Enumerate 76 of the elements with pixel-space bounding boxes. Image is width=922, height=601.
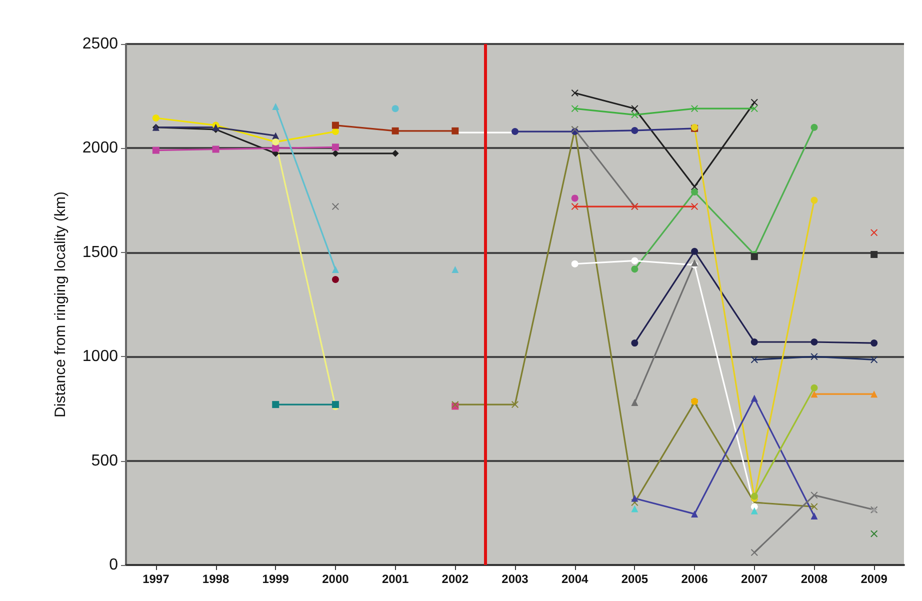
point [332, 144, 339, 151]
point [631, 494, 638, 502]
point [750, 548, 758, 556]
y-tick-label: 1500 [82, 244, 118, 261]
x-tick-label: 2001 [382, 572, 409, 586]
point [152, 146, 160, 154]
point [810, 353, 818, 360]
point [571, 260, 578, 268]
point [810, 512, 818, 520]
point [810, 503, 818, 510]
y-tick-label: 1000 [82, 348, 118, 366]
x-tick-label: 2000 [322, 572, 350, 586]
point [750, 503, 758, 510]
point [631, 340, 638, 347]
point [750, 356, 758, 364]
point [691, 510, 698, 518]
x-tick-label: 2003 [502, 572, 529, 586]
point [512, 401, 518, 408]
point [810, 124, 818, 131]
point [571, 194, 578, 202]
point [392, 105, 399, 112]
x-tick-label: 2004 [561, 572, 589, 586]
point [571, 89, 578, 96]
x-tick-label: 2006 [681, 572, 708, 586]
point [332, 122, 339, 129]
x-tick-label: 2009 [860, 572, 888, 586]
x-tick-label: 1997 [142, 572, 170, 586]
point [631, 257, 638, 264]
point [810, 384, 818, 392]
point [810, 338, 818, 346]
x-tick-label: 2007 [741, 572, 768, 586]
point [810, 196, 818, 204]
point [452, 127, 459, 134]
y-tick-label: 2000 [82, 140, 118, 157]
point [272, 401, 280, 408]
point [750, 507, 758, 514]
point [392, 150, 399, 157]
point [452, 266, 459, 273]
point [691, 105, 698, 112]
point [750, 105, 758, 112]
point [392, 127, 399, 134]
point [332, 128, 339, 136]
point [631, 111, 638, 118]
point [571, 203, 578, 210]
point [750, 394, 758, 402]
point [631, 126, 638, 134]
y-tick-label: 2500 [82, 36, 118, 52]
point [332, 203, 339, 210]
y-tick-label: 500 [91, 452, 118, 470]
point [631, 266, 638, 273]
point [512, 128, 518, 136]
x-tick-label: 2008 [800, 572, 828, 586]
x-tick-label: 1998 [202, 572, 230, 586]
point [870, 356, 878, 364]
point [870, 250, 878, 258]
x-tick-label: 1999 [262, 572, 290, 586]
point [571, 105, 578, 112]
point [332, 150, 339, 157]
point [870, 229, 878, 236]
x-tick-label: 2002 [442, 572, 469, 586]
point [750, 338, 758, 346]
point [691, 188, 698, 196]
point [631, 505, 638, 512]
point [212, 146, 220, 153]
point [750, 253, 758, 260]
point [870, 530, 878, 538]
y-tick-label: 0 [109, 556, 118, 574]
point [152, 114, 160, 122]
point [691, 248, 698, 255]
x-tick-label: 2005 [621, 572, 648, 586]
point [870, 340, 878, 347]
y-axis-title: Distance from ringing locality (km) [52, 192, 69, 418]
point [691, 203, 698, 210]
point [332, 276, 339, 283]
point [272, 144, 280, 152]
point [810, 492, 818, 499]
